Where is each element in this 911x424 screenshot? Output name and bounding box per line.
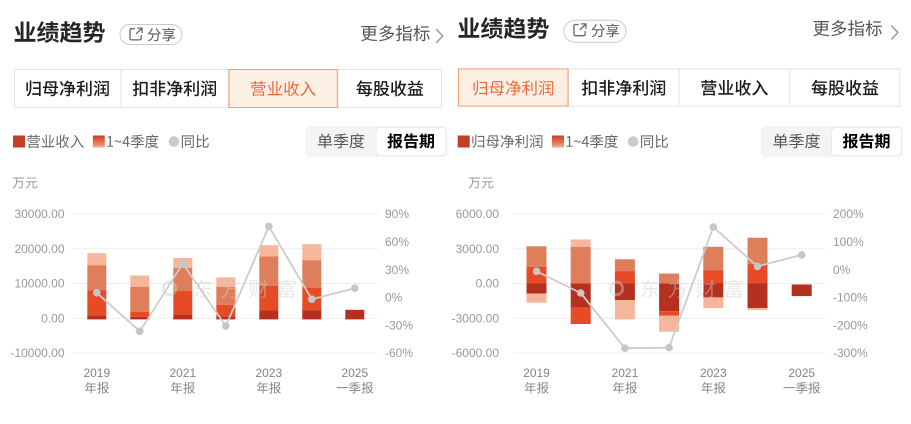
svg-text:-3000.00: -3000.00	[452, 311, 500, 325]
svg-text:-60%: -60%	[385, 346, 413, 360]
svg-text:90%: 90%	[385, 207, 409, 221]
svg-text:30000.00: 30000.00	[14, 207, 64, 221]
svg-text:2021: 2021	[612, 366, 639, 380]
svg-text:60%: 60%	[385, 235, 409, 249]
svg-text:-30%: -30%	[385, 318, 413, 332]
svg-text:10000.00: 10000.00	[14, 277, 64, 291]
svg-text:0%: 0%	[833, 263, 851, 277]
svg-text:3000.00: 3000.00	[456, 242, 500, 256]
svg-text:6000.00: 6000.00	[456, 207, 500, 221]
svg-text:20000.00: 20000.00	[14, 242, 64, 256]
svg-text:2019: 2019	[83, 366, 110, 380]
svg-text:-10000.00: -10000.00	[10, 346, 64, 360]
svg-text:2023: 2023	[700, 366, 727, 380]
svg-text:-300%: -300%	[833, 346, 868, 360]
svg-text:-200%: -200%	[833, 318, 868, 332]
svg-text:-6000.00: -6000.00	[452, 346, 500, 360]
svg-text:0.00: 0.00	[41, 311, 65, 325]
svg-text:200%: 200%	[833, 207, 864, 221]
svg-text:2025: 2025	[788, 366, 815, 380]
svg-text:30%: 30%	[385, 263, 409, 277]
svg-text:-100%: -100%	[833, 291, 868, 305]
svg-text:0%: 0%	[385, 291, 403, 305]
svg-text:100%: 100%	[833, 235, 864, 249]
svg-text:2025: 2025	[341, 366, 368, 380]
svg-text:2021: 2021	[169, 366, 196, 380]
svg-text:2023: 2023	[255, 366, 282, 380]
svg-text:0.00: 0.00	[476, 277, 500, 291]
svg-text:2019: 2019	[523, 366, 550, 380]
